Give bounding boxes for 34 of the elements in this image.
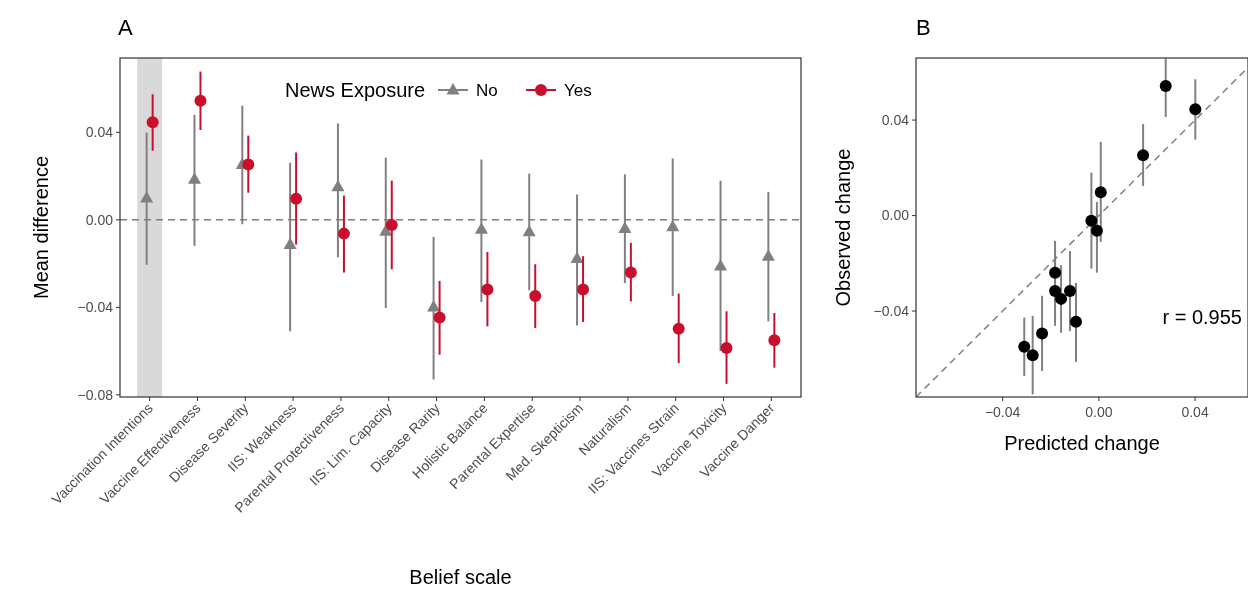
y-tick-label: 0.04 [85, 124, 114, 141]
chart-title: B [916, 15, 931, 40]
y-tick-label: 0.00 [881, 207, 910, 224]
point [1026, 349, 1039, 362]
point [1137, 149, 1150, 162]
point [1159, 79, 1172, 92]
point [1018, 340, 1031, 353]
point [1049, 266, 1062, 279]
point [1090, 224, 1103, 237]
point [1063, 285, 1076, 297]
point [1094, 186, 1107, 199]
chart-title: A [118, 15, 133, 40]
annotation: r = 0.955 [1162, 305, 1242, 328]
legend-title: News Exposure [285, 79, 426, 101]
point [1036, 327, 1049, 340]
y-tick-label: 0.04 [881, 111, 910, 128]
point [1189, 103, 1202, 116]
y-axis-title: Observed change [832, 148, 854, 307]
point [1085, 214, 1098, 227]
point [1055, 292, 1068, 305]
x-axis-title: Predicted change [1004, 432, 1160, 454]
y-tick-label: −0.04 [873, 302, 910, 319]
legend-label: Yes [564, 80, 592, 100]
x-tick-label: −0.04 [984, 404, 1021, 420]
x-tick-label: 0.00 [1085, 404, 1113, 420]
point [1049, 285, 1062, 297]
x-tick-label: 0.04 [1181, 404, 1209, 420]
y-tick-label: 0.00 [85, 211, 114, 228]
x-axis-title: Belief scale [409, 566, 512, 588]
y-tick-label: −0.08 [77, 386, 114, 403]
y-axis-title: Mean difference [30, 155, 52, 300]
y-tick-label: −0.04 [77, 299, 114, 316]
legend-label: No [476, 80, 498, 100]
point [1069, 315, 1082, 328]
